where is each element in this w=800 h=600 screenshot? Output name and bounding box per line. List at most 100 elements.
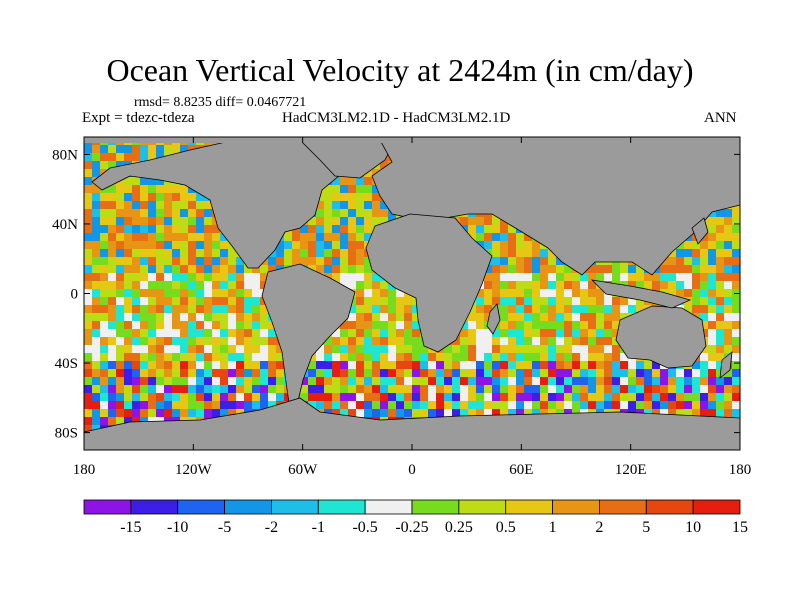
- field-cell: [156, 201, 164, 209]
- field-cell: [124, 217, 132, 225]
- new-zealand: [719, 351, 733, 379]
- field-cell: [236, 329, 244, 337]
- field-cell: [172, 225, 180, 233]
- field-cell: [372, 201, 380, 209]
- field-cell: [172, 281, 180, 289]
- field-cell: [220, 377, 228, 385]
- africa: [365, 213, 493, 353]
- field-cell: [100, 393, 108, 401]
- field-cell: [628, 369, 636, 377]
- field-cell: [348, 361, 356, 369]
- field-cell: [700, 265, 708, 273]
- field-cell: [724, 321, 732, 329]
- field-cell: [204, 369, 212, 377]
- colorbar-label: 5: [642, 519, 650, 536]
- field-cell: [276, 249, 284, 257]
- field-cell: [364, 393, 372, 401]
- field-cell: [636, 393, 644, 401]
- field-cell: [140, 257, 148, 265]
- field-cell: [244, 345, 252, 353]
- field-cell: [188, 345, 196, 353]
- field-cell: [356, 353, 364, 361]
- field-cell: [188, 321, 196, 329]
- field-cell: [252, 289, 260, 297]
- field-cell: [332, 209, 340, 217]
- field-cell: [716, 321, 724, 329]
- field-cell: [116, 385, 124, 393]
- field-cell: [84, 337, 92, 345]
- field-cell: [532, 241, 540, 249]
- field-cell: [332, 225, 340, 233]
- field-cell: [100, 377, 108, 385]
- field-cell: [636, 377, 644, 385]
- field-cell: [116, 153, 124, 161]
- field-cell: [572, 313, 580, 321]
- field-cell: [204, 209, 212, 217]
- field-cell: [332, 377, 340, 385]
- field-cell: [604, 393, 612, 401]
- field-cell: [732, 209, 740, 217]
- field-cell: [532, 361, 540, 369]
- field-cell: [156, 305, 164, 313]
- field-cell: [596, 401, 604, 409]
- field-cell: [716, 217, 724, 225]
- field-cell: [172, 385, 180, 393]
- field-cell: [684, 281, 692, 289]
- field-cell: [476, 385, 484, 393]
- field-cell: [492, 257, 500, 265]
- field-cell: [220, 329, 228, 337]
- field-cell: [556, 273, 564, 281]
- field-cell: [548, 273, 556, 281]
- field-cell: [188, 305, 196, 313]
- field-cell: [724, 281, 732, 289]
- field-cell: [660, 273, 668, 281]
- field-cell: [460, 337, 468, 345]
- colorbar-label: -5: [218, 519, 231, 536]
- field-cell: [340, 209, 348, 217]
- field-cell: [268, 361, 276, 369]
- field-cell: [92, 233, 100, 241]
- field-cell: [564, 305, 572, 313]
- field-cell: [172, 329, 180, 337]
- field-cell: [380, 401, 388, 409]
- field-cell: [492, 241, 500, 249]
- field-cell: [556, 393, 564, 401]
- field-cell: [716, 257, 724, 265]
- x-tick-label: 120E: [615, 462, 647, 478]
- field-cell: [324, 353, 332, 361]
- field-cell: [308, 225, 316, 233]
- field-cell: [468, 321, 476, 329]
- field-cell: [268, 377, 276, 385]
- field-cell: [476, 305, 484, 313]
- field-cell: [348, 337, 356, 345]
- field-cell: [356, 265, 364, 273]
- field-cell: [132, 145, 140, 153]
- field-cell: [164, 249, 172, 257]
- colorbar-swatch: [505, 499, 553, 515]
- field-cell: [412, 321, 420, 329]
- field-cell: [732, 257, 740, 265]
- field-cell: [724, 265, 732, 273]
- field-cell: [244, 313, 252, 321]
- field-cell: [124, 345, 132, 353]
- field-cell: [428, 369, 436, 377]
- field-cell: [140, 369, 148, 377]
- field-cell: [428, 393, 436, 401]
- field-cell: [148, 409, 156, 417]
- field-cell: [252, 281, 260, 289]
- field-cell: [124, 393, 132, 401]
- field-cell: [564, 353, 572, 361]
- field-cell: [108, 225, 116, 233]
- field-cell: [732, 249, 740, 257]
- field-cell: [396, 345, 404, 353]
- field-cell: [140, 145, 148, 153]
- field-cell: [628, 361, 636, 369]
- field-cell: [572, 369, 580, 377]
- field-cell: [492, 345, 500, 353]
- field-cell: [180, 233, 188, 241]
- field-cell: [164, 201, 172, 209]
- field-cell: [116, 321, 124, 329]
- south-america: [261, 263, 356, 411]
- field-cell: [148, 393, 156, 401]
- field-cell: [468, 313, 476, 321]
